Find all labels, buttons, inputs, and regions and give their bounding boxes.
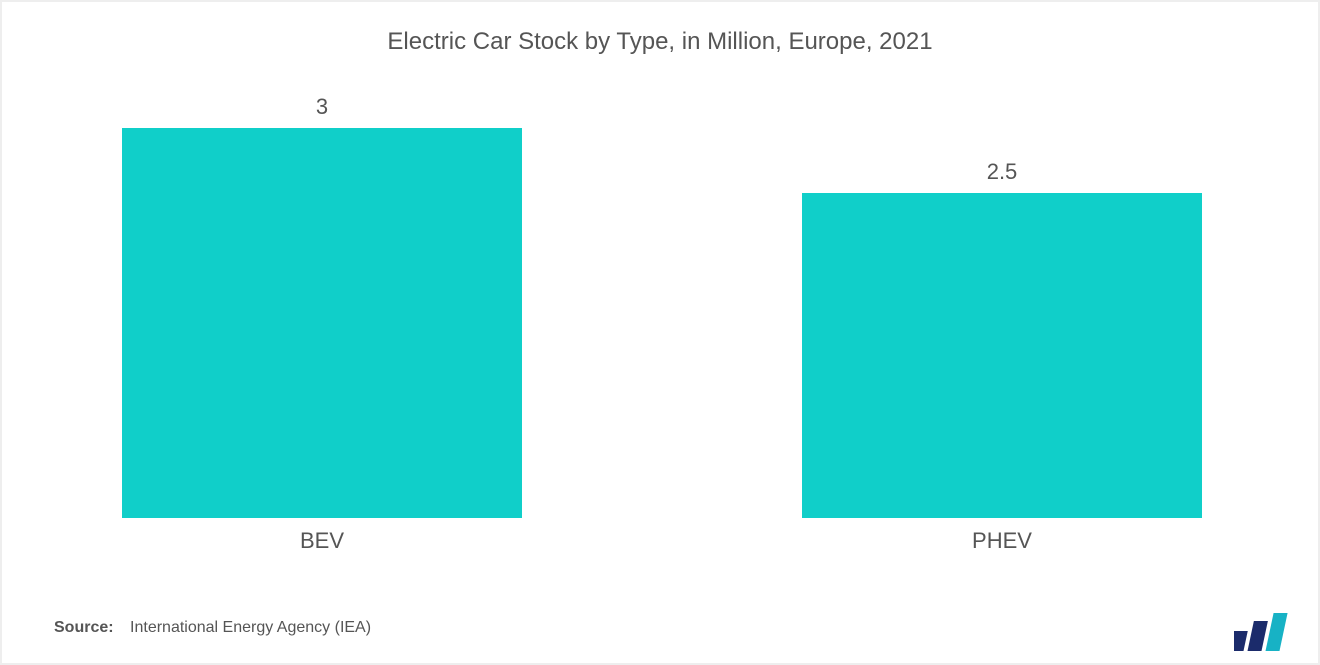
bar — [122, 128, 522, 518]
chart-title: Electric Car Stock by Type, in Million, … — [2, 28, 1318, 56]
category-label: PHEV — [802, 528, 1202, 554]
source-label: Source: — [54, 619, 114, 636]
bar-value-label: 2.5 — [802, 159, 1202, 185]
bar-slot: 3 — [122, 128, 522, 518]
category-label: BEV — [122, 528, 522, 554]
bar — [802, 193, 1202, 518]
chart-container: Electric Car Stock by Type, in Million, … — [0, 0, 1320, 665]
bar-value-label: 3 — [122, 94, 522, 120]
source-line: Source: International Energy Agency (IEA… — [54, 619, 371, 637]
plot-area: 32.5 — [122, 132, 1198, 518]
mordor-logo-icon — [1234, 611, 1294, 651]
bar-slot: 2.5 — [802, 128, 1202, 518]
source-text: International Energy Agency (IEA) — [130, 619, 371, 636]
x-axis-labels: BEVPHEV — [122, 528, 1198, 558]
